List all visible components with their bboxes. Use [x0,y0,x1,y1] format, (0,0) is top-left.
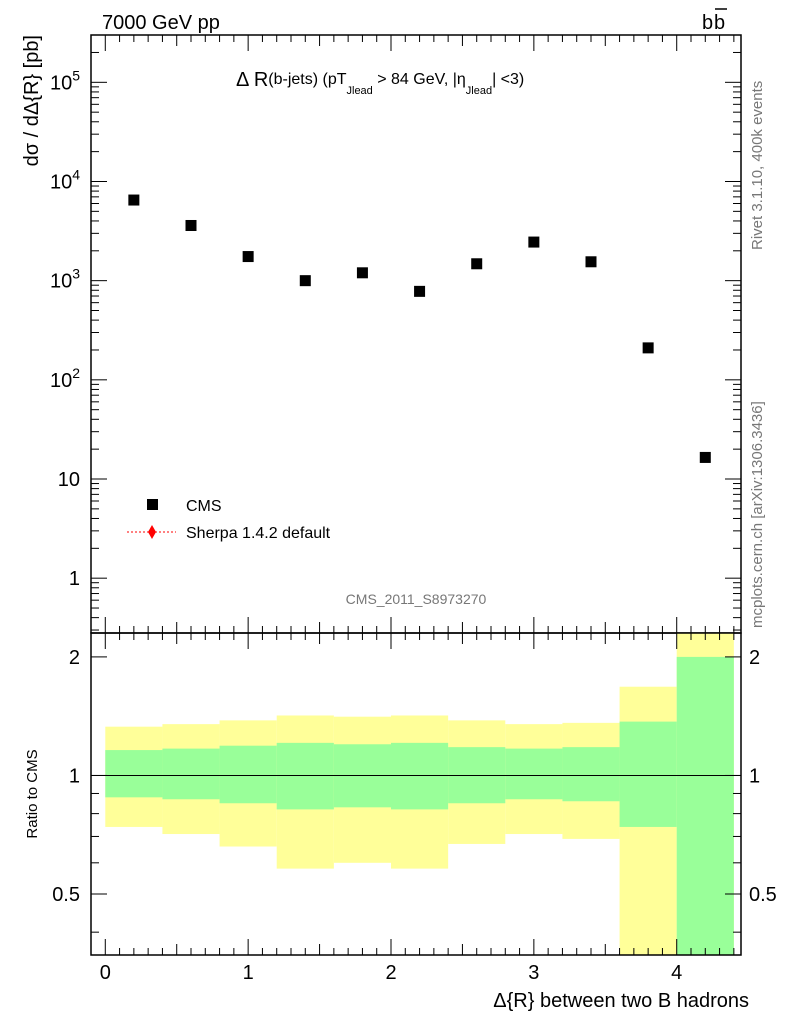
main-ytick-label: 1 [69,568,80,590]
ratio-band-stat [105,656,734,955]
ratio-band-bin [219,745,277,804]
legend: CMS Sherpa 1.4.2 default [127,498,331,542]
ratio-xtick-label: 3 [528,962,539,984]
legend-sherpa-label: Sherpa 1.4.2 default [186,525,331,542]
cms-data-points [128,194,711,463]
ratio-ytick-labels: 0.5 0.5 1 1 2 2 [52,647,777,906]
legend-cms-label: CMS [186,498,222,515]
main-ylabel: dσ / dΔ{R} [pb] [21,35,43,166]
main-ytick-label: 104 [50,166,80,193]
ratio-xtick-labels: 0 1 2 3 4 [100,962,683,984]
ratio-xtick-label: 2 [385,962,396,984]
cms-point [699,451,711,463]
main-title: Δ R(b-jets) (pTJlead > 84 GeV, |ηJlead| … [236,69,524,97]
legend-cms-marker [147,499,158,510]
main-ytick-label: 102 [50,365,80,392]
ratio-ytick-label-right: 1 [749,765,760,787]
cms-point [642,342,654,354]
cms-point [185,219,197,231]
ratio-band-bin [676,656,734,955]
ratio-ytick-label: 2 [69,647,80,669]
header-right-b: b [702,12,713,34]
main-ytick-label: 103 [50,266,80,293]
cms-point [528,236,540,248]
ratio-band-bin [619,721,677,827]
ratio-frame [90,632,742,956]
cms-point [128,194,140,206]
main-ytick-labels: 1 10 102 103 104 105 [50,67,80,590]
main-frame [90,34,742,634]
ratio-band-bin [505,748,563,800]
ratio-xtick-label: 1 [243,962,254,984]
ratio-band-bin [562,747,620,802]
ratio-band-bin [105,750,163,798]
cms-point [585,256,597,268]
cms-point [242,251,254,263]
cms-point [299,275,311,287]
rivet-label: Rivet 3.1.10, 400k events [749,81,766,250]
ratio-band-bin [276,742,334,810]
ratio-ytick-label-right: 2 [749,647,760,669]
ratio-panel: 0.5 0.5 1 1 2 2 0 1 2 3 4 Ratio to CMS Δ{R} betwe… [24,632,777,1012]
ratio-xtick-label: 0 [100,962,111,984]
main-panel: 1 10 102 103 104 105 Δ R(b-jets) (pTJlead > 8… [21,34,742,634]
main-ytick-label: 10 [58,469,80,491]
mcplots-label: mcplots.cern.ch [arXiv:1306.3436] [749,401,766,628]
ratio-ylabel: Ratio to CMS [24,749,41,838]
cms-point [471,258,483,270]
cms-point [414,285,426,297]
main-axis-ticks [91,34,741,633]
ratio-band-bin [391,742,449,810]
header-left: 7000 GeV pp [102,12,220,34]
ratio-ytick-label: 1 [69,765,80,787]
ratio-band-bin [162,748,220,800]
ratio-xtick-label: 4 [671,962,682,984]
ratio-ytick-label: 0.5 [52,884,80,906]
main-ytick-label: 105 [50,67,80,94]
analysis-watermark: CMS_2011_S8973270 [346,591,487,607]
ratio-axis-ticks [91,633,741,955]
ratio-ytick-label-right: 0.5 [749,884,777,906]
cms-point [356,267,368,279]
legend-sherpa-marker [148,525,156,539]
ratio-xlabel: Δ{R} between two B hadrons [493,990,749,1012]
header-right-bbar: b [714,12,725,34]
